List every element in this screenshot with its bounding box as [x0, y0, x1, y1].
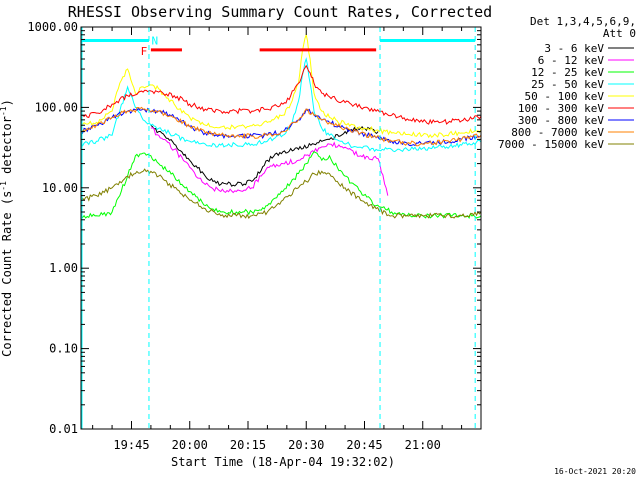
legend-label-5: 50 - 100 keV [525, 90, 605, 103]
series-line-2 [150, 127, 389, 196]
y-axis-title-sup2: -1 [0, 106, 8, 116]
marker-label-f: F [141, 45, 148, 58]
y-tick-label: 0.01 [49, 422, 78, 436]
x-tick-label: 20:00 [172, 438, 208, 452]
series-layer [80, 32, 482, 220]
x-tick-label: 20:15 [230, 438, 266, 452]
y-tick-label: 1.00 [49, 261, 78, 275]
y-tick-label: 100.00 [35, 100, 78, 114]
plot-frame [80, 26, 482, 430]
x-tick-label: 20:30 [288, 438, 324, 452]
legend-label-2: 6 - 12 keV [538, 54, 605, 67]
marker-label-n: N [151, 34, 158, 47]
x-tick-label: 21:00 [405, 438, 441, 452]
y-axis-title-close: ) [0, 99, 14, 106]
x-axis-title: Start Time (18-Apr-04 19:32:02) [171, 455, 395, 469]
series-line-8 [80, 106, 482, 147]
series-line-1 [150, 124, 379, 187]
chart-title: RHESSI Observing Summary Count Rates, Co… [68, 3, 492, 21]
x-axis: 19:45 20:00 20:15 20:30 20:45 21:00 [92, 27, 482, 452]
y-tick-label: 10.00 [42, 181, 78, 195]
y-axis-title-main: Corrected Count Rate (s [0, 191, 14, 357]
legend-label-7: 300 - 800 keV [518, 114, 604, 127]
legend-label-1: 3 - 6 keV [544, 42, 604, 55]
legend-label-6: 100 - 300 keV [518, 102, 604, 115]
legend-label-4: 25 - 50 keV [531, 78, 604, 91]
x-tick-label: 19:45 [113, 438, 149, 452]
series-line-4 [80, 57, 482, 153]
y-tick-label: 0.10 [49, 342, 78, 356]
legend-header-line1: Det 1,3,4,5,6,9, [530, 15, 636, 28]
marker-layer: FN [81, 27, 476, 429]
series-line-9 [80, 168, 482, 219]
legend-label-8: 800 - 7000 keV [511, 126, 604, 139]
legend-label-3: 12 - 25 keV [531, 66, 604, 79]
y-tick-label: 1000.00 [27, 20, 78, 34]
y-axis: 1000.00 100.00 10.00 1.00 0.10 0.01 [27, 20, 481, 436]
legend-label-9: 7000 - 15000 keV [498, 138, 604, 151]
y-axis-title-sup: -1 [0, 181, 8, 191]
y-axis-title-end: detector [0, 116, 14, 181]
x-tick-label: 20:45 [346, 438, 382, 452]
legend-header-line2: Att 0 [603, 27, 636, 40]
y-axis-title: Corrected Count Rate (s-1 detector-1) [0, 99, 14, 357]
timestamp-stamp: 16-Oct-2021 20:20 [554, 467, 636, 476]
